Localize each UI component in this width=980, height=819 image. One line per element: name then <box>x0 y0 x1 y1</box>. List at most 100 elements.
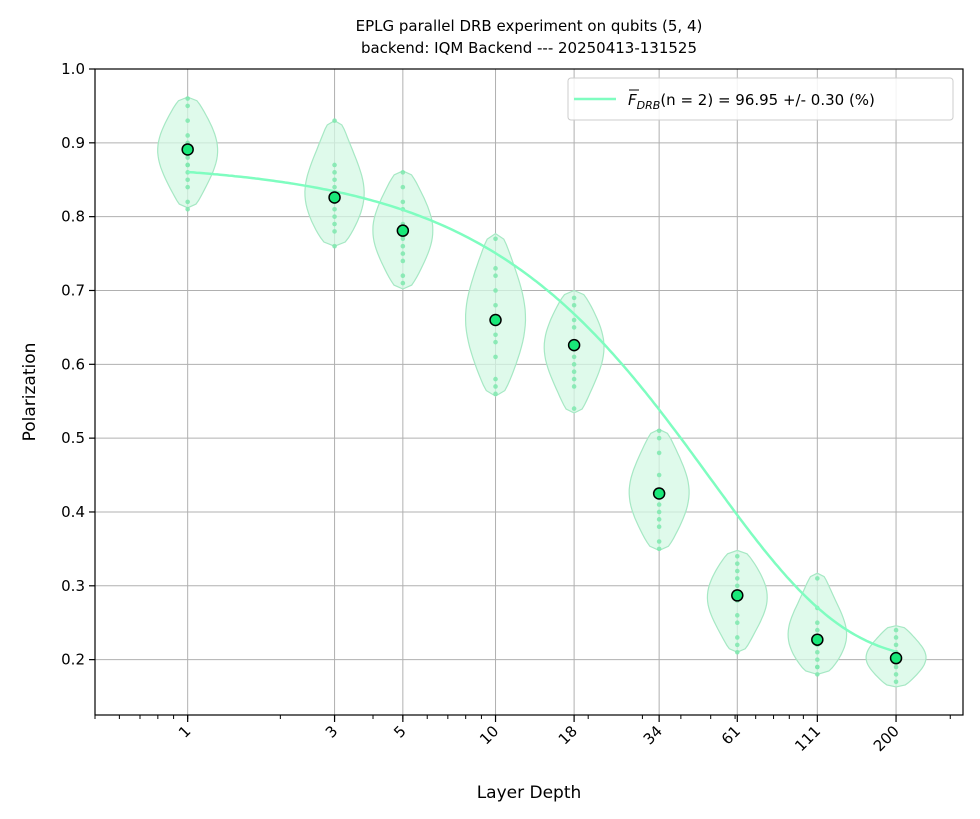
sample-point <box>185 199 190 205</box>
sample-point <box>571 362 577 367</box>
sample-point <box>571 325 577 330</box>
legend-value-text: (n = 2) = 96.95 +/- 0.30 (%) <box>660 91 875 109</box>
legend-symbol: F <box>628 91 637 109</box>
mean-marker <box>889 651 903 665</box>
sample-point <box>734 613 740 618</box>
sample-point <box>493 288 498 293</box>
sample-point <box>332 170 337 175</box>
y-tick-label: 0.9 <box>61 134 85 152</box>
sample-point <box>734 561 740 566</box>
sample-point <box>571 354 577 360</box>
legend-label-fit: FDRB(n = 2) = 96.95 +/- 0.30 (%) <box>628 91 875 112</box>
sample-point <box>734 568 740 574</box>
sample-point <box>400 170 406 175</box>
fit-curve <box>187 170 897 653</box>
sample-point <box>815 649 820 655</box>
sample-point <box>332 214 337 219</box>
sample-point <box>185 96 190 101</box>
sample-point <box>893 627 899 633</box>
sample-point <box>332 221 337 227</box>
y-tick-label: 0.3 <box>61 577 85 595</box>
sample-point <box>571 302 577 308</box>
sample-point <box>571 295 577 301</box>
sample-point <box>656 524 662 530</box>
mean-marker <box>652 487 666 500</box>
mean-marker <box>396 224 410 237</box>
sample-point <box>185 155 190 160</box>
chart-title-line2: backend: IQM Backend --- 20250413-131525 <box>361 39 697 57</box>
sample-point <box>815 627 820 633</box>
sample-point <box>815 576 820 581</box>
y-tick-label: 1.0 <box>61 60 85 78</box>
mean-markers <box>181 143 903 665</box>
sample-point <box>400 243 406 249</box>
y-axis-ticks: 0.2 0.3 0.4 0.5 0.6 0.7 0.8 0.9 1.0 <box>61 60 95 669</box>
sample-point <box>656 517 662 522</box>
plot-frame <box>94 68 964 716</box>
fit-curve-group <box>187 170 897 653</box>
sample-point <box>734 553 740 559</box>
sample-point <box>493 339 498 345</box>
sample-point <box>571 376 577 382</box>
sample-point <box>493 391 498 397</box>
sample-point <box>893 642 899 648</box>
sample-point <box>571 369 577 374</box>
x-axis-label: Layer Depth <box>477 783 582 803</box>
sample-point <box>493 302 498 308</box>
sample-point <box>815 657 820 662</box>
sample-point <box>400 273 406 279</box>
sample-point <box>815 620 820 626</box>
sample-point <box>185 177 190 183</box>
sample-point <box>332 229 337 234</box>
sample-point <box>656 450 662 456</box>
sample-point <box>815 664 820 670</box>
sample-point <box>493 384 498 389</box>
sample-point <box>185 133 190 138</box>
sample-point <box>656 472 662 478</box>
sample-point <box>656 539 662 544</box>
sample-point <box>734 620 740 626</box>
sample-point <box>734 635 740 640</box>
sample-point <box>185 184 190 190</box>
mean-marker <box>731 589 744 602</box>
sample-point <box>493 332 498 338</box>
sample-point <box>400 280 406 286</box>
sample-point <box>734 642 740 648</box>
sample-point <box>571 317 577 323</box>
chart-title-line1: EPLG parallel DRB experiment on qubits (… <box>356 17 703 35</box>
legend-box <box>567 77 954 121</box>
sample-point <box>400 251 406 256</box>
sample-point <box>493 273 498 279</box>
legend: FDRB(n = 2) = 96.95 +/- 0.30 (%) <box>567 77 954 121</box>
mean-marker <box>181 143 194 156</box>
mean-marker <box>328 191 341 204</box>
y-tick-label: 0.2 <box>61 651 85 669</box>
sample-point <box>893 635 899 640</box>
sample-point <box>656 435 662 441</box>
mean-marker <box>489 313 502 327</box>
sample-point <box>400 184 406 190</box>
sample-point <box>656 428 662 434</box>
y-tick-label: 0.7 <box>61 281 85 299</box>
mean-marker <box>811 633 824 646</box>
sample-point <box>332 177 337 183</box>
sample-point <box>185 162 190 168</box>
sample-point <box>571 406 577 411</box>
sample-point <box>332 206 337 212</box>
sample-point <box>332 243 337 249</box>
sample-point <box>400 258 406 264</box>
sample-point <box>185 206 190 212</box>
sample-point <box>493 354 498 360</box>
y-tick-label: 0.6 <box>61 355 85 373</box>
sample-point <box>185 103 190 109</box>
sample-point <box>332 118 337 123</box>
sample-point <box>332 162 337 168</box>
sample-point <box>734 583 740 589</box>
sample-point <box>734 576 740 581</box>
sample-point <box>493 236 498 242</box>
sample-point <box>332 184 337 190</box>
sample-point <box>893 664 899 670</box>
y-tick-label: 0.5 <box>61 429 85 447</box>
